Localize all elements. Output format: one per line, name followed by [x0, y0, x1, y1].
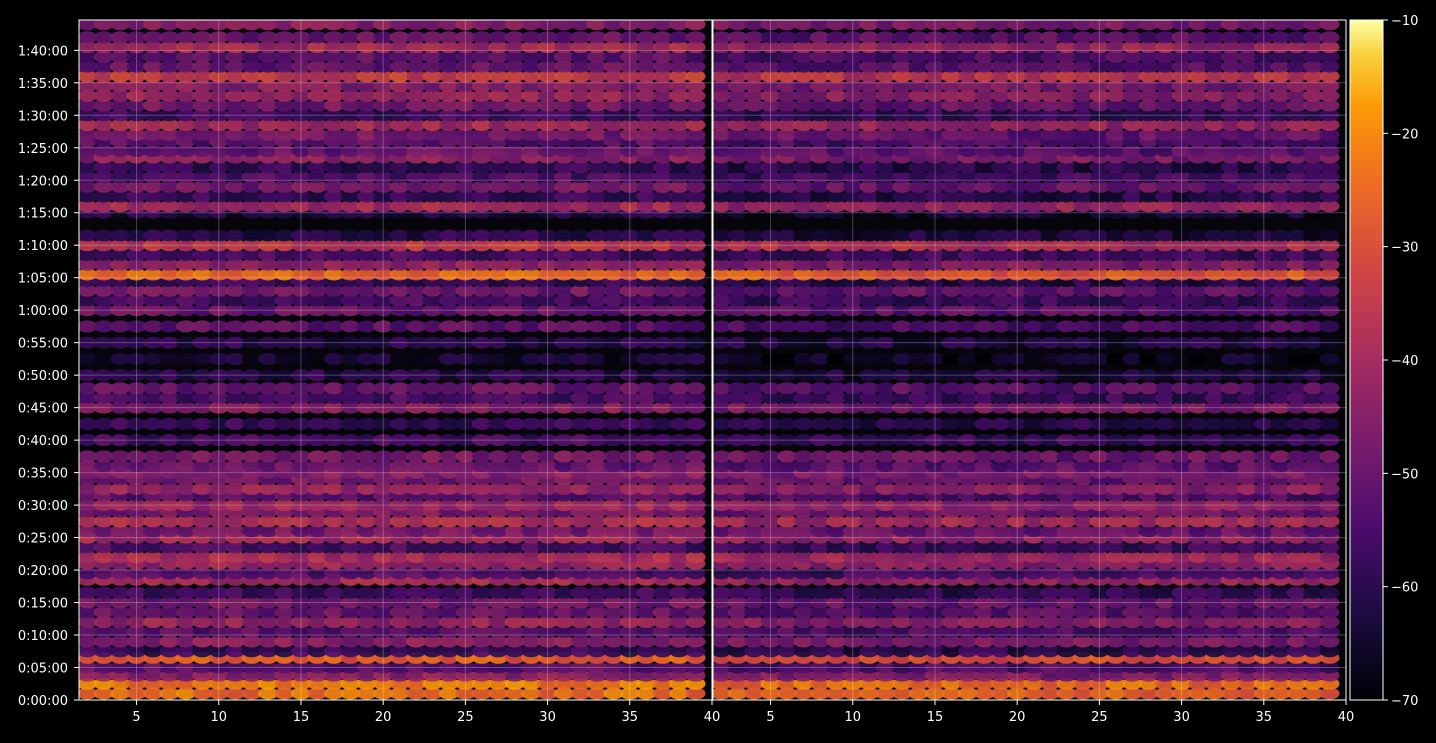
heatmap-cell — [686, 230, 706, 242]
heatmap-cell — [1320, 418, 1340, 430]
left-panel — [77, 18, 712, 700]
heatmap-cell — [686, 587, 706, 599]
heatmap-cell — [686, 450, 706, 462]
heatmap-cell — [1320, 587, 1340, 599]
heatmap-cell — [686, 382, 706, 394]
heatmap-cell — [1320, 230, 1340, 242]
heatmap-cell — [686, 418, 706, 430]
heatmap-cell — [1320, 450, 1340, 462]
heatmap-cell — [686, 31, 706, 43]
heatmap-cell — [1320, 353, 1340, 365]
heatmap-cell — [686, 320, 706, 332]
heatmap-cell — [686, 353, 706, 365]
heatmap-cell — [1320, 320, 1340, 332]
heatmap-cell — [1320, 382, 1340, 394]
right-panel — [711, 18, 1346, 700]
